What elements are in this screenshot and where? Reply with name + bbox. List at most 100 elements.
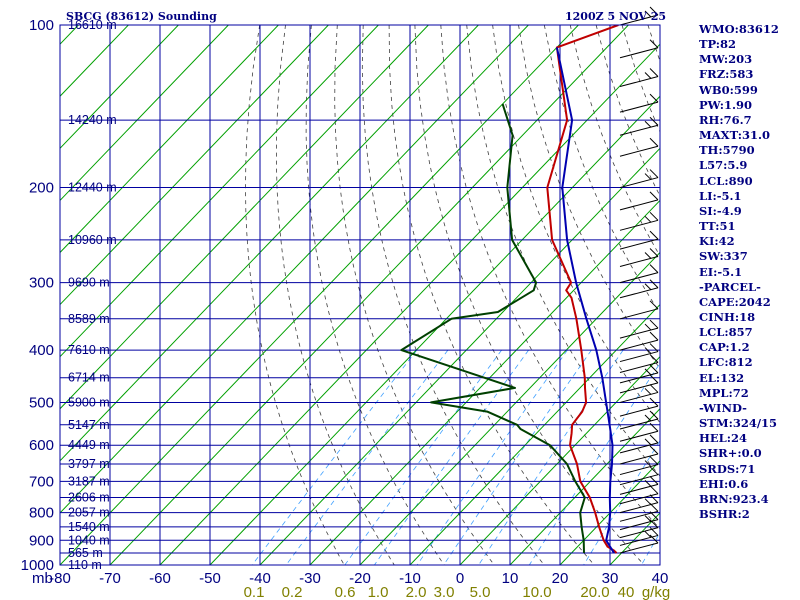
isotherm-line	[60, 25, 279, 254]
height-label: 3187 m	[68, 474, 110, 488]
isotherm-line	[60, 25, 529, 514]
wind-barb-flag	[644, 173, 652, 180]
wind-barb-flag	[649, 456, 659, 465]
wind-barb-staff	[619, 351, 659, 363]
wind-barb-staff	[619, 418, 659, 430]
wind-barb-flag	[644, 480, 652, 487]
stat-line: PW:1.90	[699, 97, 753, 112]
stat-line: KI:42	[699, 234, 735, 249]
wind-barb-staff	[619, 464, 659, 476]
wind-barb-staff	[619, 453, 659, 465]
stat-line: LCL:890	[699, 173, 753, 188]
temperature-tick-label: -80	[49, 570, 71, 587]
chart-title: SBCG (83612) Sounding	[66, 10, 217, 23]
wind-barb-staff	[619, 145, 659, 157]
pressure-unit-label: mb	[32, 570, 53, 587]
stat-line: LFC:812	[699, 355, 753, 370]
stat-line: SHR+:0.0	[699, 446, 762, 461]
stat-line: MPL:72	[699, 385, 749, 400]
wind-barb-flag	[649, 68, 659, 77]
wind-barb-staff	[619, 542, 659, 554]
dewpoint-line	[400, 103, 586, 554]
wind-barb-staff	[619, 272, 659, 284]
temperature-tick-label: -10	[399, 570, 421, 587]
mixing-ratio-label: 10.0	[522, 584, 551, 600]
height-label: 7610 m	[68, 343, 110, 357]
wind-barb-flag	[649, 211, 659, 221]
wind-barb-flag	[649, 93, 659, 103]
pressure-tick-label: 800	[29, 505, 54, 522]
wind-barb-flag	[644, 414, 652, 422]
wind-barb	[619, 39, 659, 59]
wind-barb	[619, 331, 659, 351]
height-label: 1040 m	[68, 533, 110, 547]
mixing-ratio-label: 0.6	[335, 584, 356, 600]
plot-frame	[59, 24, 661, 566]
stat-line: EI:-5.1	[699, 264, 743, 279]
wind-barb-flag	[649, 422, 659, 432]
isotherm-line	[209, 95, 660, 565]
isotherm-line	[60, 25, 479, 462]
wind-barb-flag	[649, 384, 659, 393]
wind-barb-staff	[619, 76, 659, 88]
isotherm-line	[60, 25, 379, 358]
wind-barb-staff	[619, 405, 659, 417]
pressure-tick-label: 1000	[21, 557, 54, 574]
stat-line: BSHR:2	[699, 507, 750, 521]
wind-barb	[619, 456, 659, 476]
temperature-tick-label: 40	[652, 570, 669, 587]
wind-barb	[619, 137, 659, 157]
wind-barb	[619, 264, 659, 284]
temperature-tick-label: 10	[502, 570, 519, 587]
wind-barb-staff	[619, 124, 659, 136]
temperature-tick-label: -60	[149, 570, 171, 587]
height-label: 110 m	[68, 558, 102, 572]
pressure-tick-label: 900	[29, 532, 54, 549]
mixing-ratio-label: 40	[618, 584, 635, 600]
wind-barb-staff	[619, 238, 659, 250]
wind-barb-staff	[619, 327, 659, 339]
temperature-tick-label: 0	[456, 570, 464, 587]
temperature-tick-label: 30	[602, 570, 619, 587]
stat-line: BRN:923.4	[699, 491, 769, 506]
wind-barb-flag	[644, 531, 652, 538]
mixing-ratio-label: 1.0	[368, 584, 389, 600]
chart-time: 1200Z 5 NOV 25	[565, 10, 666, 23]
height-label: 2606 m	[68, 491, 110, 505]
stat-line: -WIND-	[699, 400, 747, 415]
height-label: 9690 m	[68, 276, 110, 290]
wind-barb-flag	[644, 72, 652, 79]
wind-barb-staff	[619, 308, 659, 320]
wind-barb	[619, 6, 659, 26]
temperature-tick-label: -40	[249, 570, 271, 587]
wind-barb-flag	[644, 215, 652, 223]
wind-barb-flag	[649, 319, 659, 329]
wind-barb-staff	[619, 177, 659, 189]
stat-line: CINH:18	[699, 309, 756, 324]
stat-line: STM:324/15	[699, 416, 778, 431]
pressure-tick-label: 500	[29, 394, 54, 411]
stat-line: WMO:83612	[699, 22, 779, 36]
wind-barb-flag	[649, 6, 659, 16]
height-label: 12440 m	[68, 181, 117, 195]
stat-line: WB0:599	[699, 82, 758, 97]
wind-barb-staff	[619, 255, 659, 267]
wind-barb-flag	[649, 534, 659, 544]
isotherm-line	[60, 25, 179, 150]
isotherm-line	[109, 25, 629, 565]
wind-barb-flag	[649, 434, 659, 444]
wind-barb-flag	[649, 519, 659, 529]
wind-barb-flag	[649, 494, 659, 504]
wind-barb-staff	[619, 199, 659, 211]
wind-barb-flag	[649, 364, 659, 374]
wind-barb	[619, 279, 659, 299]
mixing-ratio-label: 2.0	[406, 584, 427, 600]
wind-barb-flag	[649, 354, 659, 363]
height-label: 8589 m	[68, 312, 110, 326]
isotherm-line	[509, 408, 660, 565]
height-label: 16610 m	[68, 18, 117, 32]
stats-panel: WMO:83612 TP:82 MW:203 FRZ:583 WB0:599 PW:1.9…	[699, 22, 799, 522]
stat-line: TP:82	[699, 37, 737, 52]
stat-line: -PARCEL-	[699, 279, 761, 294]
